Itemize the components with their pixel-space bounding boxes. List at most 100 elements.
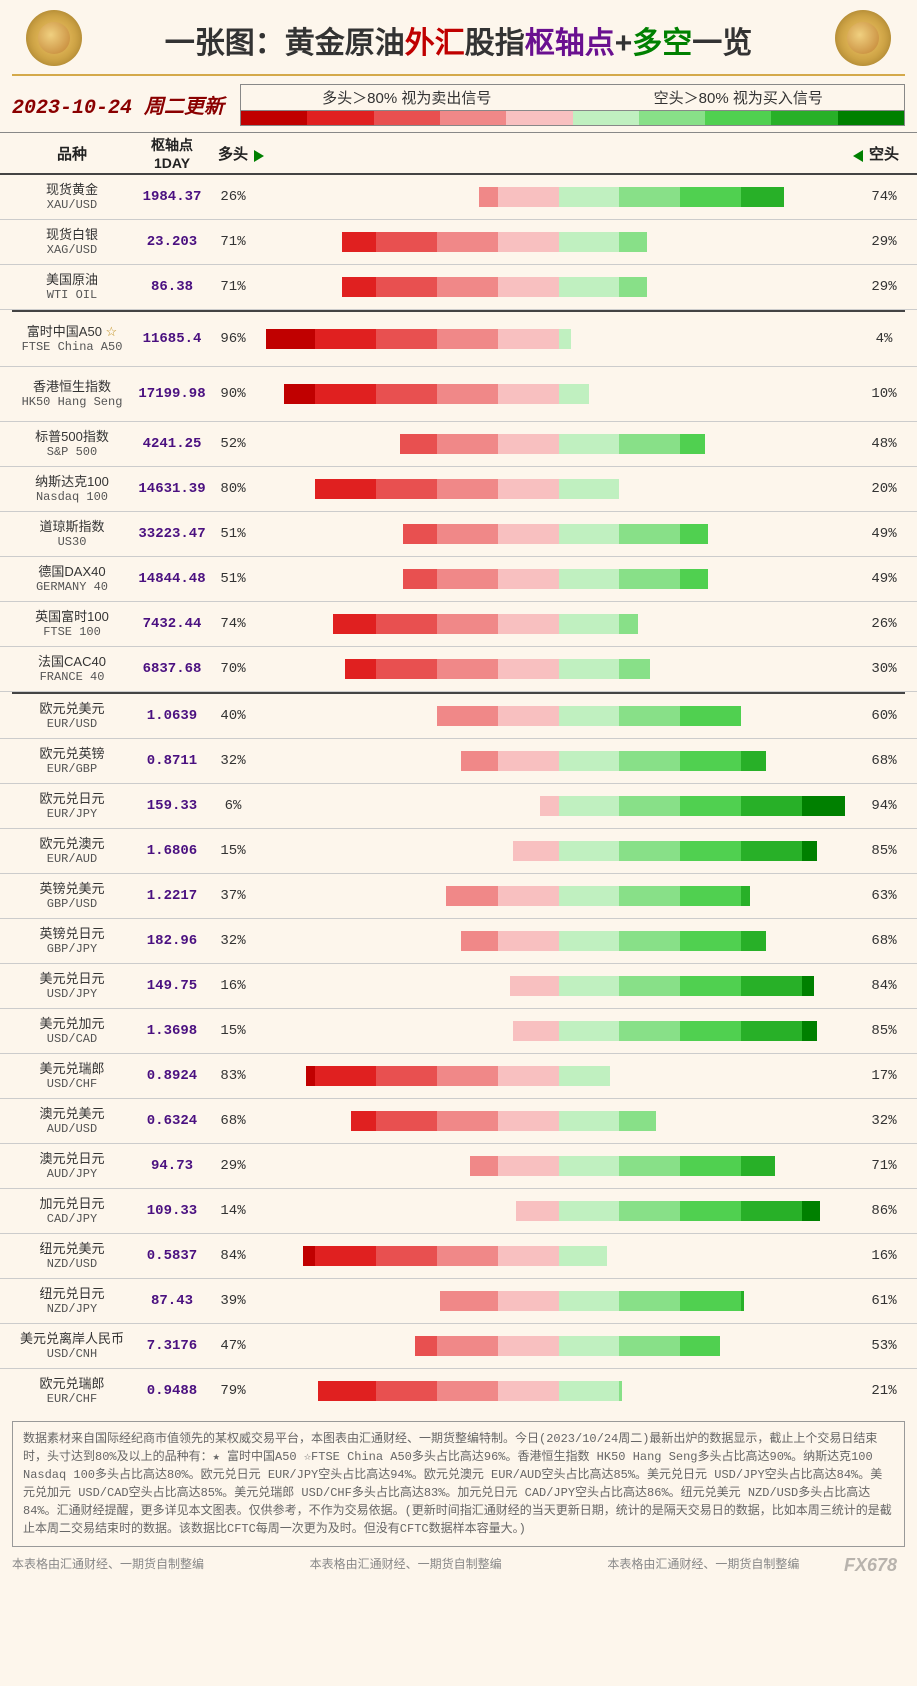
pivot-value: 0.9488 xyxy=(132,1383,212,1399)
sentiment-bar xyxy=(254,884,863,908)
sentiment-bar xyxy=(254,839,863,863)
long-pct: 32% xyxy=(212,753,254,769)
legend-long-text: 多头＞80% 视为卖出信号 xyxy=(241,87,572,108)
title-prefix: 一张图： xyxy=(165,27,285,60)
long-pct: 79% xyxy=(212,1383,254,1399)
chart-container: 一张图：黄金原油外汇股指枢轴点+多空一览 2023-10-24 周二更新 多头＞… xyxy=(0,0,917,1582)
instrument-name: 美元兑离岸人民币USD/CNH xyxy=(12,1331,132,1361)
pivot-value: 0.8924 xyxy=(132,1068,212,1084)
instrument-name: 美国原油WTI OIL xyxy=(12,272,132,302)
long-pct: 74% xyxy=(212,616,254,632)
instrument-name: 欧元兑英镑EUR/GBP xyxy=(12,746,132,776)
table-row: 美元兑加元USD/CAD1.369815%85% xyxy=(0,1009,917,1054)
short-pct: 94% xyxy=(863,798,905,814)
legend-short-text: 空头＞80% 视为买入信号 xyxy=(573,87,904,108)
instrument-name: 美元兑加元USD/CAD xyxy=(12,1016,132,1046)
pivot-value: 1.2217 xyxy=(132,888,212,904)
sentiment-bar xyxy=(254,185,863,209)
short-pct: 29% xyxy=(863,279,905,295)
long-pct: 14% xyxy=(212,1203,254,1219)
col-name: 品种 xyxy=(12,143,132,164)
short-pct: 85% xyxy=(863,843,905,859)
sentiment-bar xyxy=(254,704,863,728)
table-row: 纽元兑日元NZD/JPY87.4339%61% xyxy=(0,1279,917,1324)
sentiment-bar xyxy=(254,1109,863,1133)
instrument-name: 现货黄金XAU/USD xyxy=(12,182,132,212)
instrument-name: 澳元兑日元AUD/JPY xyxy=(12,1151,132,1181)
sentiment-bar xyxy=(254,749,863,773)
arrow-left-icon xyxy=(254,150,264,162)
short-pct: 68% xyxy=(863,933,905,949)
long-pct: 80% xyxy=(212,481,254,497)
pivot-value: 0.8711 xyxy=(132,753,212,769)
sentiment-bar xyxy=(254,230,863,254)
short-pct: 10% xyxy=(863,386,905,402)
long-pct: 39% xyxy=(212,1293,254,1309)
table-row: 美元兑离岸人民币USD/CNH7.317647%53% xyxy=(0,1324,917,1369)
long-pct: 51% xyxy=(212,526,254,542)
table-row: 澳元兑日元AUD/JPY94.7329%71% xyxy=(0,1144,917,1189)
short-pct: 26% xyxy=(863,616,905,632)
sentiment-bar xyxy=(254,327,863,351)
credit-2: 本表格由汇通财经、一期货自制整编 xyxy=(310,1555,608,1572)
pivot-value: 159.33 xyxy=(132,798,212,814)
short-pct: 32% xyxy=(863,1113,905,1129)
instrument-name: 香港恒生指数HK50 Hang Seng xyxy=(12,379,132,409)
col-pivot: 枢轴点 1DAY xyxy=(132,135,212,171)
table-row: 欧元兑瑞郎EUR/CHF0.948879%21% xyxy=(0,1369,917,1413)
sentiment-bar xyxy=(254,1244,863,1268)
credit-1: 本表格由汇通财经、一期货自制整编 xyxy=(12,1555,310,1572)
table-row: 法国CAC40FRANCE 406837.6870%30% xyxy=(0,647,917,692)
instrument-name: 纽元兑美元NZD/USD xyxy=(12,1241,132,1271)
long-pct: 70% xyxy=(212,661,254,677)
sentiment-bar xyxy=(254,477,863,501)
table-header: 品种 枢轴点 1DAY 多头 空头 xyxy=(0,132,917,175)
short-pct: 49% xyxy=(863,571,905,587)
sentiment-bar xyxy=(254,522,863,546)
instrument-name: 德国DAX40GERMANY 40 xyxy=(12,564,132,594)
sentiment-bar xyxy=(254,567,863,591)
table-row: 富时中国A50 ☆FTSE China A5011685.496%4% xyxy=(0,312,917,367)
pivot-value: 1.0639 xyxy=(132,708,212,724)
instrument-name: 美元兑日元USD/JPY xyxy=(12,971,132,1001)
sentiment-bar xyxy=(254,1019,863,1043)
short-pct: 68% xyxy=(863,753,905,769)
pivot-value: 86.38 xyxy=(132,279,212,295)
table-row: 英国富时100FTSE 1007432.4474%26% xyxy=(0,602,917,647)
instrument-name: 欧元兑瑞郎EUR/CHF xyxy=(12,1376,132,1406)
long-pct: 83% xyxy=(212,1068,254,1084)
pivot-value: 0.5837 xyxy=(132,1248,212,1264)
table-row: 纽元兑美元NZD/USD0.583784%16% xyxy=(0,1234,917,1279)
table-row: 加元兑日元CAD/JPY109.3314%86% xyxy=(0,1189,917,1234)
short-pct: 29% xyxy=(863,234,905,250)
short-pct: 74% xyxy=(863,189,905,205)
instrument-name: 现货白银XAG/USD xyxy=(12,227,132,257)
short-pct: 30% xyxy=(863,661,905,677)
page-title: 一张图：黄金原油外汇股指枢轴点+多空一览 xyxy=(0,0,917,74)
long-pct: 47% xyxy=(212,1338,254,1354)
sentiment-bar xyxy=(254,275,863,299)
title-plus: + xyxy=(615,27,633,60)
watermark: FX678 xyxy=(844,1555,897,1576)
pivot-value: 94.73 xyxy=(132,1158,212,1174)
sentiment-bar xyxy=(254,1289,863,1313)
title-seg2: 股指 xyxy=(465,27,525,60)
table-row: 欧元兑英镑EUR/GBP0.871132% 68% xyxy=(0,739,917,784)
pivot-value: 1984.37 xyxy=(132,189,212,205)
sentiment-bar xyxy=(254,794,863,818)
instrument-name: 法国CAC40FRANCE 40 xyxy=(12,654,132,684)
pivot-value: 7432.44 xyxy=(132,616,212,632)
sentiment-bar xyxy=(254,1064,863,1088)
pivot-value: 11685.4 xyxy=(132,331,212,347)
table-row: 美元兑瑞郎USD/CHF0.892483%17% xyxy=(0,1054,917,1099)
sentiment-bar xyxy=(254,974,863,998)
table-row: 欧元兑美元EUR/USD1.063940%60% xyxy=(0,694,917,739)
rows-container: 现货黄金XAU/USD1984.3726%74%现货白银XAG/USD23.20… xyxy=(0,175,917,1413)
table-row: 英镑兑美元GBP/USD1.221737%63% xyxy=(0,874,917,919)
pivot-value: 4241.25 xyxy=(132,436,212,452)
pivot-value: 1.6806 xyxy=(132,843,212,859)
table-row: 现货黄金XAU/USD1984.3726%74% xyxy=(0,175,917,220)
long-pct: 96% xyxy=(212,331,254,347)
pivot-value: 182.96 xyxy=(132,933,212,949)
short-pct: 84% xyxy=(863,978,905,994)
